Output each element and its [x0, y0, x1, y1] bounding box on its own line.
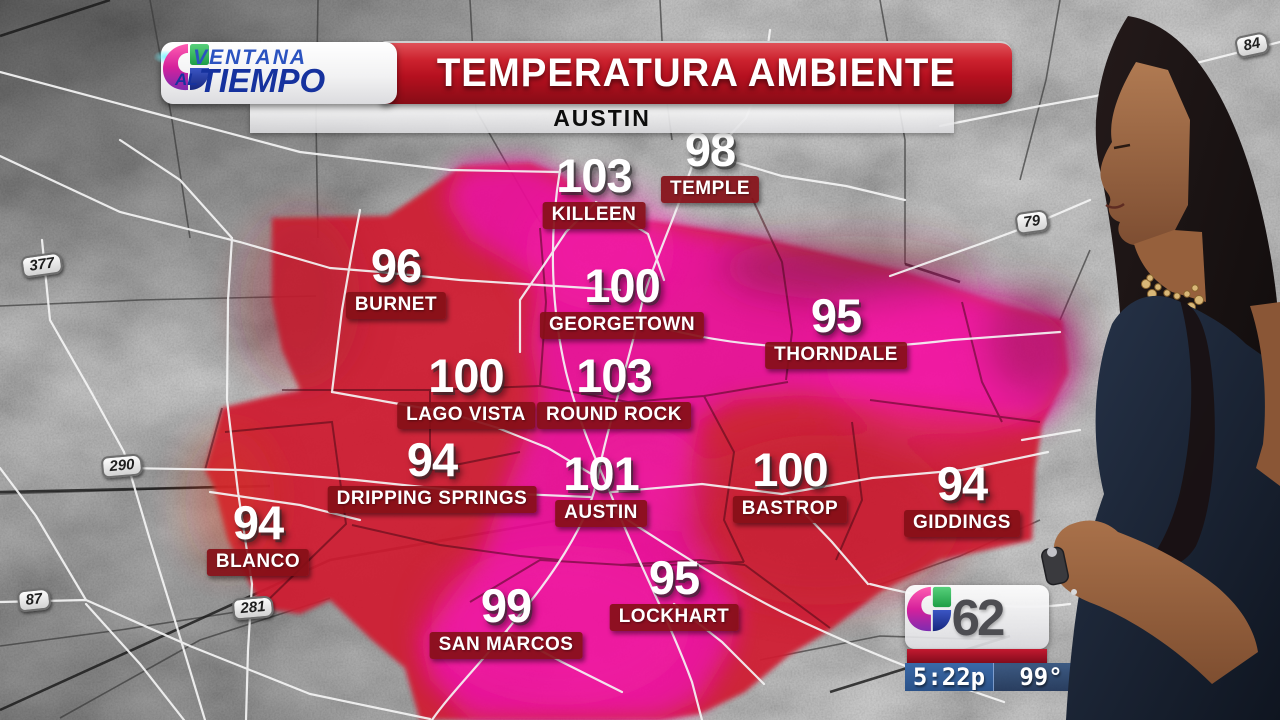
banner-title: TEMPERATURA AMBIENTE	[436, 51, 956, 95]
channel-bug-box: 62	[905, 585, 1049, 649]
clock-time: 5:22p	[905, 663, 994, 691]
brand-wordmark: VENTANA ALTIEMPO	[175, 46, 325, 97]
channel-bug: 62 5:22p 99°	[905, 585, 1088, 691]
current-temperature: 99°	[994, 663, 1088, 691]
brand-pill: VENTANA ALTIEMPO	[153, 42, 397, 104]
channel-number: 62	[951, 588, 1006, 646]
univision-logo-icon	[905, 585, 953, 633]
brand-line2-main: TIEMPO	[198, 61, 326, 99]
brand-line2-small: AL	[175, 69, 198, 89]
title-banner: TEMPERATURA AMBIENTE	[380, 41, 1012, 104]
highway-shield: 290	[100, 453, 144, 479]
bug-red-strip	[907, 649, 1047, 663]
county-lines-colored	[204, 197, 1041, 629]
bug-info-bar: 5:22p 99°	[905, 663, 1088, 691]
brand-line1: VENTANA	[193, 46, 308, 70]
region-strip: AUSTIN	[250, 104, 954, 133]
highway-shield: 281	[231, 595, 275, 621]
brand-line2: ALTIEMPO	[175, 64, 325, 97]
highway-shield: 87	[16, 587, 52, 613]
region-label: AUSTIN	[553, 105, 651, 131]
